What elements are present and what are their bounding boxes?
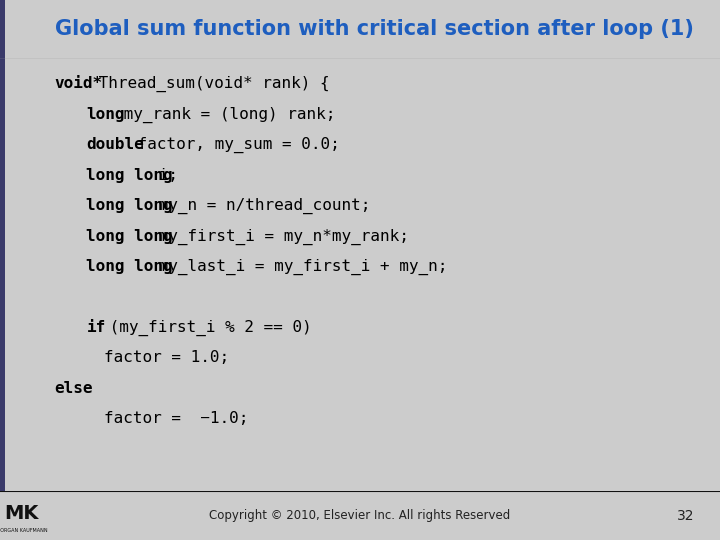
- Text: void*: void*: [54, 76, 102, 91]
- Text: Thread_sum(void* rank) {: Thread_sum(void* rank) {: [89, 76, 330, 92]
- Bar: [0, 0, 5, 59]
- Text: long long: long long: [86, 228, 173, 244]
- Text: i;: i;: [149, 167, 178, 183]
- Text: factor = 1.0;: factor = 1.0;: [104, 350, 230, 366]
- Text: else: else: [54, 381, 92, 396]
- Text: long long: long long: [86, 198, 173, 213]
- Text: my_rank = (long) rank;: my_rank = (long) rank;: [114, 106, 336, 123]
- Bar: [0, 0, 5, 491]
- Text: Copyright © 2010, Elsevier Inc. All rights Reserved: Copyright © 2010, Elsevier Inc. All righ…: [210, 509, 510, 522]
- Text: long long: long long: [86, 167, 173, 183]
- Text: factor =  −1.0;: factor = −1.0;: [104, 411, 249, 426]
- Text: my_n = n/thread_count;: my_n = n/thread_count;: [149, 198, 371, 214]
- Text: long: long: [86, 106, 125, 122]
- Text: long long: long long: [86, 259, 173, 274]
- Text: double: double: [86, 137, 144, 152]
- Text: (my_first_i % 2 == 0): (my_first_i % 2 == 0): [100, 320, 312, 336]
- Text: if: if: [86, 320, 106, 335]
- Text: my_last_i = my_first_i + my_n;: my_last_i = my_first_i + my_n;: [149, 259, 448, 275]
- Text: my_first_i = my_n*my_rank;: my_first_i = my_n*my_rank;: [149, 228, 409, 245]
- Text: 32: 32: [678, 509, 695, 523]
- Text: Global sum function with critical section after loop (1): Global sum function with critical sectio…: [55, 18, 694, 38]
- Text: factor, my_sum = 0.0;: factor, my_sum = 0.0;: [128, 137, 340, 153]
- Text: MORGAN KAUFMANN: MORGAN KAUFMANN: [0, 528, 48, 533]
- Text: MK: MK: [4, 504, 39, 523]
